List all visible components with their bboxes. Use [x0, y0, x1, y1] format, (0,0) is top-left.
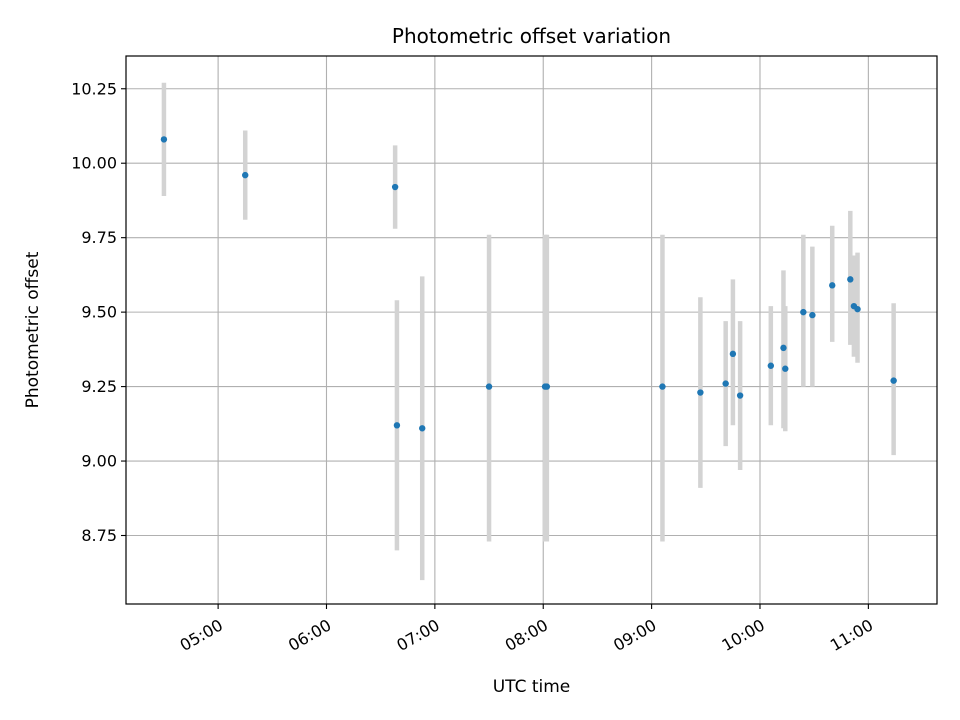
x-tick-label-1: 06:00	[285, 615, 334, 655]
data-point-16	[800, 308, 807, 316]
plot-frame	[125, 55, 938, 605]
data-point-2	[391, 183, 399, 191]
x-tick-label-5: 10:00	[719, 615, 768, 655]
x-tick-label-4: 09:00	[610, 615, 659, 655]
data-point-18	[829, 282, 836, 289]
x-tick-label-2: 07:00	[393, 615, 442, 655]
data-point-0	[160, 136, 168, 143]
data-point-11	[729, 350, 737, 358]
data-point-21	[854, 305, 861, 313]
x-tick-label-3: 08:00	[502, 615, 551, 655]
x-tick-label-6: 11:00	[827, 615, 876, 655]
data-point-5	[485, 383, 493, 390]
y-tick-label-6: 10.25	[71, 79, 117, 98]
data-point-22	[890, 377, 897, 384]
data-point-7	[543, 383, 551, 390]
y-tick-label-1: 9.00	[81, 452, 117, 471]
y-tick-label-5: 10.00	[71, 154, 117, 173]
data-point-14	[780, 344, 787, 352]
data-point-1	[242, 171, 249, 179]
data-point-19	[847, 276, 854, 283]
data-point-10	[722, 380, 729, 387]
data-point-17	[809, 311, 816, 319]
data-points	[160, 136, 897, 432]
y-tick-label-3: 9.50	[81, 303, 117, 322]
grid	[126, 56, 937, 604]
data-point-9	[697, 389, 704, 396]
y-axis-label: Photometric offset	[23, 251, 43, 408]
data-point-13	[767, 362, 775, 369]
data-point-4	[419, 425, 426, 432]
x-tick-label-0: 05:00	[177, 615, 226, 655]
y-tick-label-4: 9.75	[81, 228, 117, 247]
data-point-12	[736, 392, 744, 399]
data-point-8	[659, 383, 666, 390]
ticks: 05:00 06:00 07:00 08:00 09:00 10:00 11:00 8.75 9…	[71, 79, 876, 655]
error-bars	[161, 82, 896, 581]
chart-title: Photometric offset variation	[392, 24, 671, 48]
data-point-15	[782, 365, 789, 372]
data-point-3	[393, 422, 401, 429]
x-axis-label: UTC time	[493, 677, 571, 697]
y-tick-label-0: 8.75	[81, 526, 117, 545]
y-tick-label-2: 9.25	[81, 377, 117, 396]
